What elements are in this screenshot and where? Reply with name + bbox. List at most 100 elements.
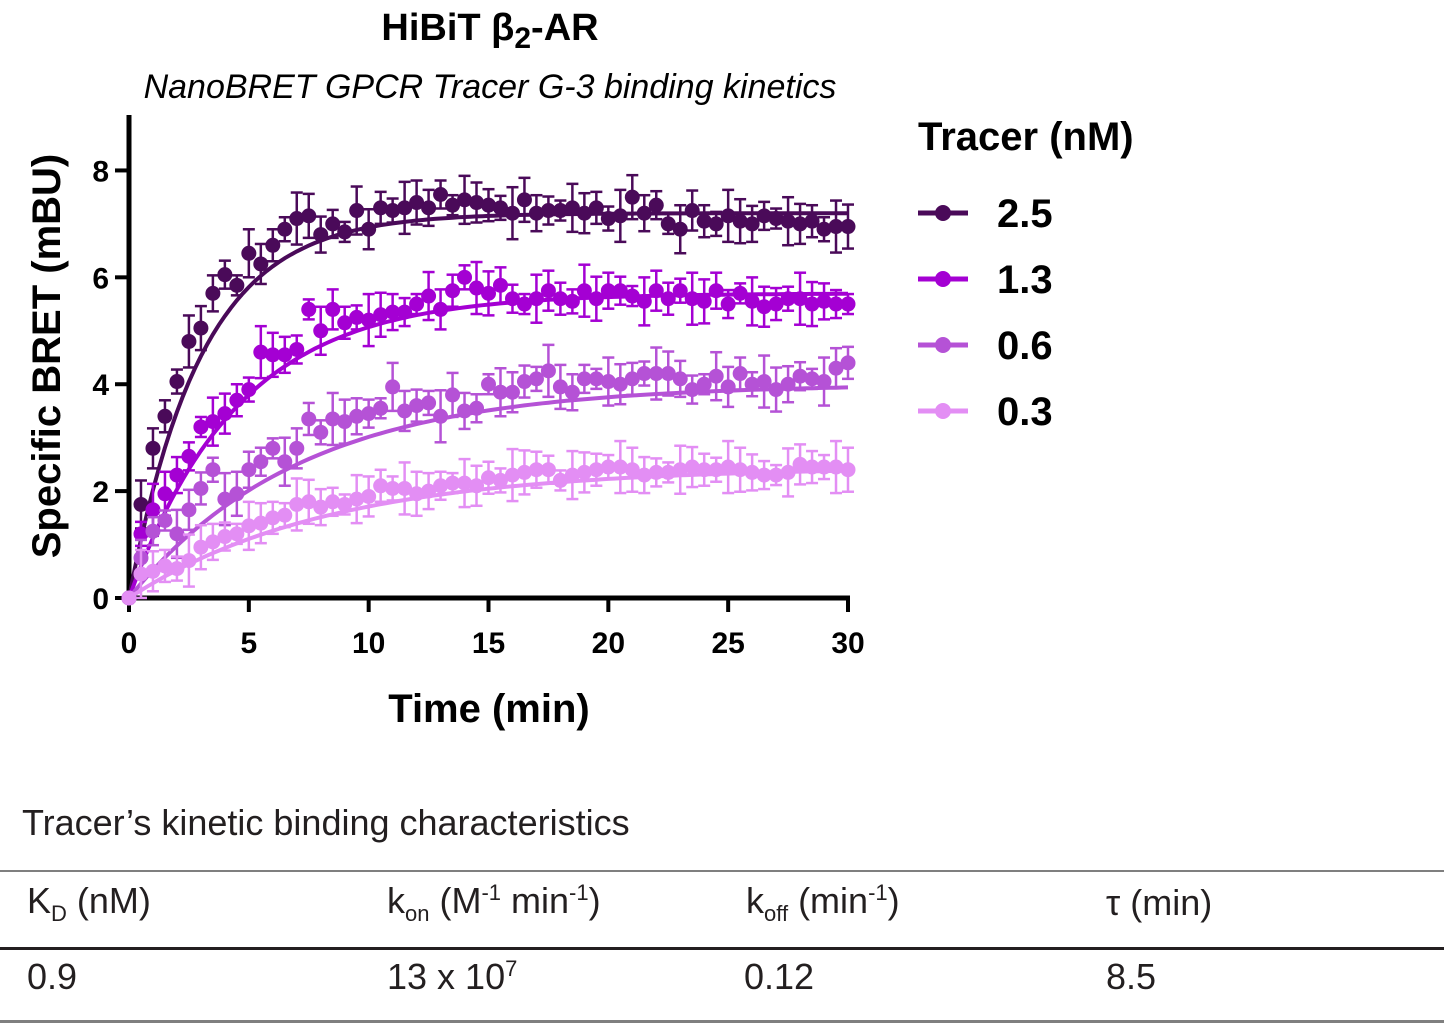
legend-label-0.3: 0.3 bbox=[997, 390, 1053, 434]
data-point bbox=[684, 459, 700, 475]
data-point bbox=[660, 216, 676, 232]
data-point bbox=[181, 448, 197, 464]
data-point bbox=[241, 382, 257, 398]
data-point bbox=[193, 419, 209, 435]
legend-label-1.3: 1.3 bbox=[997, 258, 1053, 302]
data-point bbox=[516, 296, 532, 312]
data-point bbox=[361, 488, 377, 504]
data-point bbox=[768, 467, 784, 483]
data-point bbox=[349, 309, 365, 325]
data-point bbox=[433, 408, 449, 424]
y-tick-label-1: 2 bbox=[92, 476, 109, 509]
data-point bbox=[588, 371, 604, 387]
legend: Tracer (nM) 2.5 1.3 0.6 0.3 bbox=[918, 115, 1134, 434]
data-point bbox=[253, 344, 269, 360]
data-point bbox=[780, 291, 796, 307]
data-point bbox=[385, 379, 401, 395]
data-point bbox=[481, 285, 496, 301]
data-point bbox=[828, 360, 844, 376]
data-point bbox=[373, 478, 389, 494]
data-point bbox=[636, 366, 652, 382]
data-point bbox=[624, 371, 640, 387]
data-point bbox=[648, 464, 664, 480]
data-point bbox=[349, 203, 365, 219]
data-point bbox=[469, 478, 485, 494]
data-point bbox=[133, 566, 149, 582]
data-point bbox=[840, 296, 856, 312]
data-point bbox=[277, 454, 293, 470]
data-point bbox=[804, 213, 820, 229]
data-point bbox=[780, 213, 796, 229]
data-point bbox=[241, 518, 257, 534]
data-point bbox=[756, 299, 772, 315]
data-point bbox=[624, 288, 640, 304]
data-point bbox=[576, 464, 592, 480]
data-point bbox=[564, 293, 580, 309]
data-point bbox=[756, 208, 772, 224]
data-point bbox=[265, 510, 281, 526]
data-point bbox=[301, 208, 317, 224]
data-point bbox=[600, 374, 616, 390]
data-point bbox=[421, 288, 437, 304]
data-point bbox=[696, 462, 712, 478]
data-point bbox=[481, 197, 496, 213]
data-point bbox=[720, 296, 736, 312]
data-point bbox=[157, 408, 173, 424]
data-point bbox=[660, 366, 676, 382]
data-point bbox=[504, 205, 520, 221]
data-point bbox=[816, 293, 832, 309]
data-point bbox=[612, 283, 628, 299]
data-point bbox=[433, 186, 449, 202]
data-point bbox=[205, 534, 221, 550]
data-point bbox=[373, 400, 389, 416]
data-point bbox=[205, 285, 221, 301]
data-point bbox=[469, 280, 485, 296]
data-point bbox=[421, 483, 437, 499]
data-point bbox=[217, 406, 233, 422]
data-point bbox=[301, 494, 317, 510]
data-point bbox=[169, 526, 185, 542]
data-point bbox=[277, 507, 293, 523]
data-point bbox=[528, 462, 544, 478]
data-point bbox=[780, 376, 796, 392]
data-point bbox=[636, 205, 652, 221]
data-point bbox=[768, 296, 784, 312]
data-point bbox=[349, 408, 365, 424]
legend-marker-0.6 bbox=[935, 337, 951, 353]
data-point bbox=[672, 283, 688, 299]
data-point bbox=[397, 480, 413, 496]
data-point bbox=[205, 462, 221, 478]
data-point bbox=[229, 392, 245, 408]
data-point bbox=[481, 470, 496, 486]
data-point bbox=[744, 376, 760, 392]
data-point bbox=[457, 192, 473, 208]
data-point bbox=[648, 283, 664, 299]
fit-curve-1.3 bbox=[127, 291, 848, 599]
data-point bbox=[684, 203, 700, 219]
table-header-rule bbox=[0, 947, 1444, 950]
data-point bbox=[636, 467, 652, 483]
data-point bbox=[780, 464, 796, 480]
data-point bbox=[409, 296, 425, 312]
data-point bbox=[840, 462, 856, 478]
data-point bbox=[349, 491, 365, 507]
data-point bbox=[792, 368, 808, 384]
data-point bbox=[265, 440, 281, 456]
data-point bbox=[600, 211, 616, 227]
data-point bbox=[708, 283, 724, 299]
data-point bbox=[828, 219, 844, 235]
data-point bbox=[373, 200, 389, 216]
value-tau: 8.5 bbox=[1106, 956, 1157, 997]
data-point bbox=[744, 464, 760, 480]
binding-kinetics-chart: HiBiT β2-AR NanoBRET GPCR Tracer G-3 bin… bbox=[25, 7, 1134, 731]
series-1.3 bbox=[121, 260, 856, 606]
data-point bbox=[169, 374, 185, 390]
data-point bbox=[672, 371, 688, 387]
data-point bbox=[229, 486, 245, 502]
legend-label-2.5: 2.5 bbox=[997, 192, 1053, 236]
data-point bbox=[409, 398, 425, 414]
data-point bbox=[804, 459, 820, 475]
y-tick-label-3: 6 bbox=[92, 262, 109, 295]
data-point bbox=[433, 301, 449, 317]
data-point bbox=[576, 283, 592, 299]
